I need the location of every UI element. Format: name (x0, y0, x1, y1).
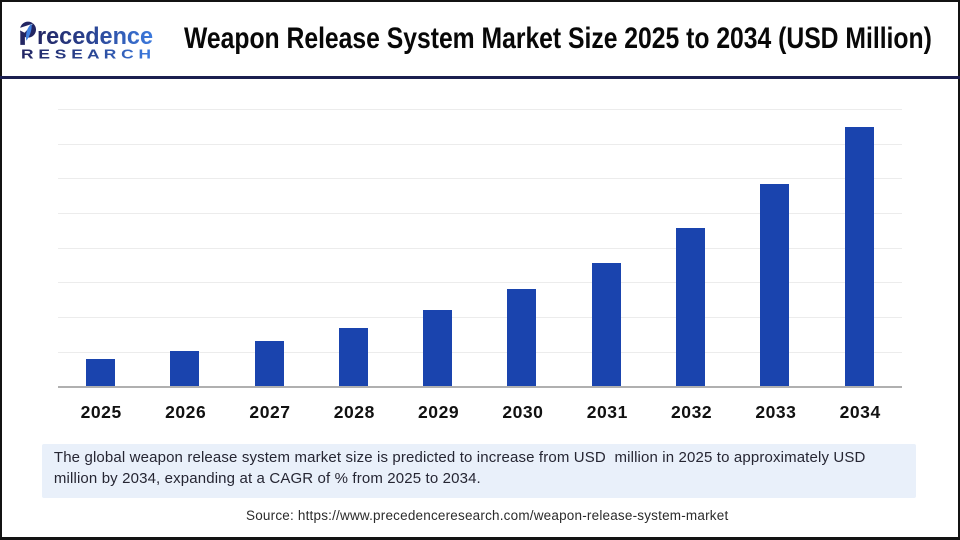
svg-text:recedence: recedence (37, 23, 153, 50)
svg-text:R E S E A R C H: R E S E A R C H (21, 47, 151, 61)
